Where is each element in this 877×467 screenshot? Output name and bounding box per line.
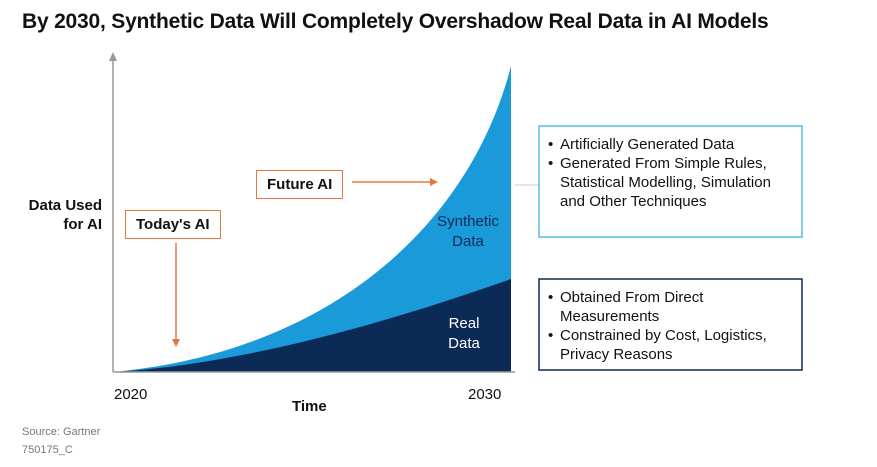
real-legend-frame: [538, 278, 803, 371]
x-tick-label: 2020: [114, 386, 148, 403]
todays-ai-callout: Today's AI: [125, 210, 221, 239]
legend-bullet: Obtained From Direct Measurements: [548, 288, 791, 326]
x-axis-label: Time: [292, 398, 327, 415]
todays-ai-arrowhead: [172, 339, 180, 347]
real-area-label-line: Real: [448, 315, 480, 332]
legend-bullet: Constrained by Cost, Logistics, Privacy …: [548, 326, 791, 364]
future-ai-callout: Future AI: [256, 170, 344, 199]
figure-id: 750175_C: [22, 444, 73, 456]
real-data-legend: Obtained From Direct Measurements Constr…: [540, 280, 801, 369]
synthetic-data-area: [113, 66, 511, 372]
legend-bullet: Artificially Generated Data: [548, 135, 791, 154]
y-axis-arrowhead: [109, 52, 117, 61]
future-ai-arrowhead: [430, 178, 438, 186]
real-data-area: [113, 279, 511, 372]
chart-title: By 2030, Synthetic Data Will Completely …: [22, 10, 769, 33]
real-area-label-line: Data: [448, 335, 480, 352]
legend-bullet: Generated From Simple Rules, Statistical…: [548, 154, 791, 211]
y-axis-label: Data Used for AI: [28, 197, 102, 233]
synthetic-area-label-line: Synthetic: [437, 213, 499, 230]
synthetic-area-label-line: Data: [452, 233, 484, 250]
real-area-label: Real Data: [414, 314, 514, 354]
synthetic-data-legend: Artificially Generated Data Generated Fr…: [540, 127, 801, 236]
source-note: Source: Gartner: [22, 426, 101, 438]
x-tick-label: 2030: [468, 386, 502, 403]
synthetic-area-label: Synthetic Data: [418, 212, 518, 252]
synthetic-legend-frame: [538, 125, 803, 238]
